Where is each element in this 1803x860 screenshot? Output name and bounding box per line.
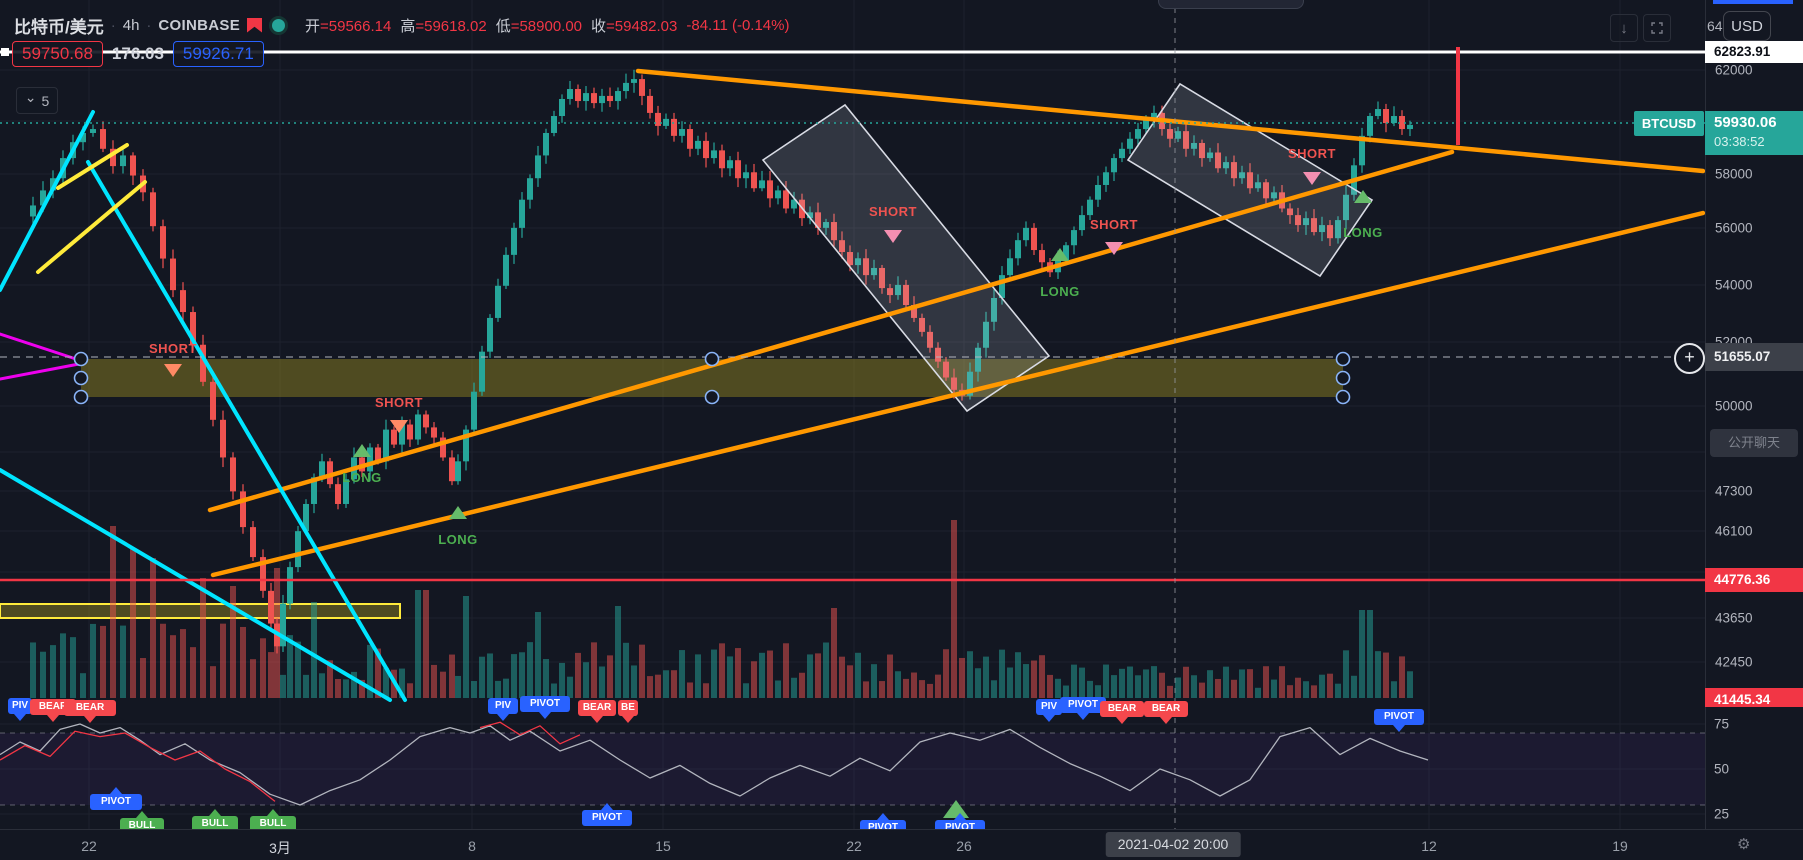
floating-toolbar-fragment[interactable] (1158, 0, 1304, 9)
indicator-legend: 59750.68 176.03 59926.71 (12, 41, 264, 67)
trendline-0[interactable] (635, 68, 1706, 174)
ohlc-item: 高=59618.02 (400, 17, 487, 35)
price-tick-label: 56000 (1715, 220, 1753, 236)
trendline-8[interactable] (0, 332, 81, 362)
current-price-symbol-tag: BTCUSD (1634, 111, 1704, 136)
chevron-down-icon: ⌄ (24, 89, 37, 105)
clipped-price-text: 64 (1707, 18, 1723, 34)
separator: · (110, 16, 116, 34)
selection-handle[interactable] (1335, 351, 1351, 367)
flag-icon[interactable] (247, 17, 262, 33)
price-tick-label: 52000 (1715, 334, 1753, 350)
trendline-7[interactable] (36, 180, 147, 274)
ohlc-item: 开=59566.14 (305, 17, 392, 35)
trendline-9[interactable] (0, 362, 81, 381)
market-status-icon[interactable] (269, 15, 288, 35)
interval-label[interactable]: 4h (122, 16, 140, 34)
ohlc-item: 收=59482.03 (591, 17, 678, 35)
top-blue-strip (1713, 0, 1793, 4)
crosshair-date-label: 2021-04-02 20:00 (1105, 832, 1241, 857)
selection-handle[interactable] (73, 351, 89, 367)
oscillator-line (0, 723, 1429, 806)
time-tick-label: 19 (1612, 838, 1628, 854)
time-tick-label: 22 (846, 838, 862, 854)
change-readout: -84.11 (-0.14%) (686, 16, 790, 34)
indicator-value-red[interactable]: 59750.68 (12, 41, 103, 67)
oscillator-band (0, 733, 1705, 805)
time-tick-label: 8 (468, 838, 476, 854)
time-axis[interactable]: 22 3月 8 15 22 26 12 19 (0, 829, 1803, 860)
interval-dropdown[interactable]: ⌄ 5 (16, 87, 58, 114)
symbol-name[interactable]: 比特币/美元 (14, 17, 104, 37)
scroll-to-realtime-button[interactable]: ↓ (1610, 14, 1638, 42)
price-tick-label: 50000 (1715, 398, 1753, 414)
oscillator-red-segment (479, 721, 581, 745)
down-arrow-icon: ↓ (1620, 19, 1628, 37)
price-tick-label: 43650 (1715, 610, 1753, 626)
parallel-channel-1[interactable] (1126, 82, 1374, 278)
oscillator-red-segment (0, 730, 276, 802)
selection-handle[interactable] (73, 370, 89, 386)
indicator-value-blue[interactable]: 59926.71 (172, 41, 264, 67)
selection-handle[interactable] (73, 389, 89, 405)
time-tick-label: 22 (81, 838, 97, 854)
time-tick-label: 15 (655, 838, 671, 854)
trendline-1[interactable] (207, 149, 1455, 513)
trendline-4[interactable] (86, 160, 407, 702)
candlesticks (30, 69, 1413, 654)
add-alert-plus-icon[interactable]: + (1674, 343, 1705, 374)
dropdown-value: 5 (41, 92, 50, 109)
selection-handle[interactable] (704, 389, 720, 405)
price-tick-label: 47300 (1715, 483, 1753, 499)
time-tick-label: 26 (956, 838, 972, 854)
gear-icon[interactable]: ⚙ (1737, 836, 1751, 853)
trendline-3[interactable] (0, 110, 95, 292)
time-tick-label: 3月 (269, 840, 291, 856)
trendline-6[interactable] (56, 143, 129, 190)
price-axis[interactable]: 6200058000560005400052000500004850047300… (1705, 0, 1803, 829)
currency-toggle-button[interactable]: USD (1723, 11, 1771, 41)
price-tick-label: 62000 (1715, 62, 1753, 78)
ohlc-item: 低=58900.00 (495, 17, 583, 35)
line-handle[interactable] (1, 48, 9, 56)
trendline-5[interactable] (0, 468, 392, 702)
maximize-pane-button[interactable] (1643, 14, 1671, 42)
price-tick-label: 58000 (1715, 166, 1753, 182)
symbol-header: 比特币/美元 · 4h · COINBASE 开=59566.14 高=59618… (14, 13, 789, 37)
selection-handle[interactable] (1335, 389, 1351, 405)
indicator-value-mid: 176.03 (111, 44, 164, 63)
exchange-label[interactable]: COINBASE (158, 16, 240, 34)
price-tick-label: 46100 (1715, 523, 1753, 539)
selection-handle[interactable] (1335, 370, 1351, 386)
volume-bars (30, 520, 1413, 698)
separator: · (146, 16, 152, 34)
time-tick-label: 12 (1421, 838, 1437, 854)
maximize-icon (1651, 22, 1663, 34)
ohlc-readout: 开=59566.14 高=59618.02 低=58900.00 收=59482.03 (305, 15, 677, 36)
selection-handle[interactable] (704, 351, 720, 367)
price-tick-label: 54000 (1715, 277, 1753, 293)
public-chat-tooltip: 公开聊天 (1710, 429, 1798, 457)
price-tick-label: 42450 (1715, 654, 1753, 670)
